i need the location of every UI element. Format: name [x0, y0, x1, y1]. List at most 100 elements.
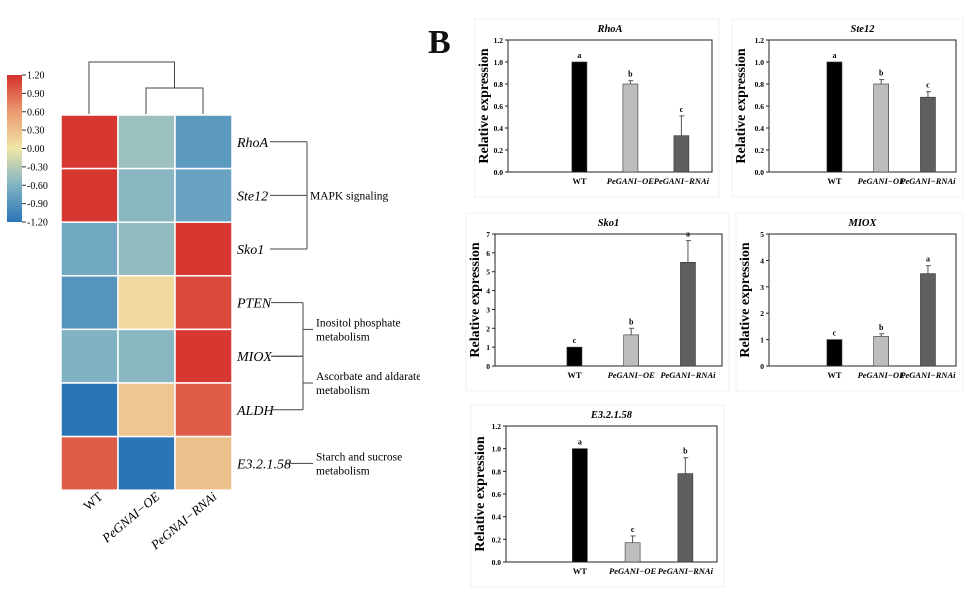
- significance-letter: c: [573, 336, 577, 345]
- heatmap-cell: [60, 114, 119, 170]
- y-tick-label: 0.4: [492, 513, 502, 522]
- heatmap-cell: [117, 435, 176, 491]
- bar: [566, 346, 583, 367]
- heatmap-cell: [60, 167, 119, 223]
- chart-title: RhoA: [596, 24, 622, 35]
- bar: [826, 339, 843, 367]
- y-tick-label: 1: [760, 336, 764, 345]
- legend-tick-label: 0.90: [27, 89, 45, 100]
- y-tick-label: 0.0: [492, 558, 502, 567]
- significance-letter: b: [879, 69, 884, 78]
- legend-tick-label: 0.30: [27, 126, 45, 137]
- group-label: Starch and sucrose: [316, 451, 402, 463]
- row-label: PTEN: [236, 297, 272, 312]
- bar: [572, 448, 588, 563]
- heatmap-cell: [174, 221, 233, 277]
- y-tick-label: 1.0: [494, 58, 504, 67]
- group-label: Ascorbate and aldarate: [316, 371, 420, 383]
- chart-frame: [470, 404, 725, 588]
- heatmap-cell: [60, 382, 119, 438]
- y-tick-label: 1.0: [755, 58, 765, 67]
- y-tick-label: 1.2: [494, 36, 504, 45]
- heatmap-cell: [117, 114, 176, 170]
- heatmap-cell: [174, 328, 233, 384]
- x-tick-label: PeGANI−OE: [607, 176, 655, 186]
- legend-tick-label: 0.60: [27, 107, 45, 118]
- significance-letter: b: [683, 447, 688, 456]
- heatmap-cell: [60, 275, 119, 331]
- y-tick-label: 2: [486, 324, 490, 333]
- group-label: metabolism: [316, 385, 370, 397]
- chart-title: Ste12: [851, 24, 876, 35]
- bar: [622, 83, 639, 173]
- legend-tick-label: -1.20: [27, 218, 48, 229]
- y-tick-label: 1.2: [492, 422, 502, 431]
- y-tick-label: 1: [486, 343, 490, 352]
- x-tick-label: PeGANI−RNAi: [654, 176, 710, 186]
- bar: [680, 261, 696, 367]
- heatmap-cell: [174, 382, 233, 438]
- row-label: RhoA: [236, 136, 269, 151]
- panel-b-label: B: [428, 24, 451, 61]
- heatmap-figure: 1.20 0.90 0.60 0.30 0.00 -0.30 -0.60 -0.90 -1.20…: [7, 61, 420, 553]
- y-tick-label: 4: [486, 287, 490, 296]
- heatmap-cell: [117, 275, 176, 331]
- chart-title: Sko1: [598, 218, 620, 229]
- y-tick-label: 7: [486, 230, 490, 239]
- significance-letter: a: [686, 230, 690, 239]
- group-label: metabolism: [316, 465, 370, 477]
- bar: [920, 273, 936, 367]
- y-axis-label: Relative expression: [734, 48, 749, 163]
- significance-letter: a: [832, 51, 836, 60]
- significance-letter: a: [926, 255, 930, 264]
- y-axis-label: Relative expression: [738, 242, 753, 357]
- heatmap-cell: [174, 275, 233, 331]
- row-labels: RhoA Ste12 Sko1 PTEN MIOX ALDH E3.2.1.58: [236, 136, 291, 473]
- bar: [826, 61, 843, 173]
- chart-title: E3.2.1.58: [590, 410, 633, 421]
- x-tick-label: PeGANI−OE: [858, 176, 906, 186]
- x-tick-label: PeGANI−OE: [609, 566, 657, 576]
- x-tick-label: WT: [827, 176, 842, 186]
- y-tick-label: 0.0: [494, 168, 504, 177]
- significance-letter: c: [680, 105, 684, 114]
- group-label: MAPK signaling: [310, 190, 389, 202]
- row-label: ALDH: [236, 404, 274, 419]
- group-label: Inositol phosphate: [316, 317, 401, 329]
- color-legend: 1.20 0.90 0.60 0.30 0.00 -0.30 -0.60 -0.90 -1.20: [7, 71, 48, 229]
- x-tick-label: PeGANI−RNAi: [658, 566, 714, 576]
- x-tick-label: PeGANI−RNAi: [900, 370, 956, 380]
- dendrogram-branch: [145, 87, 204, 114]
- significance-letter: a: [578, 438, 582, 447]
- significance-letter: b: [628, 70, 633, 79]
- y-tick-label: 6: [486, 249, 490, 258]
- row-label: MIOX: [236, 350, 272, 365]
- plot-area: [768, 233, 957, 367]
- y-tick-label: 5: [760, 230, 764, 239]
- x-tick-label: WT: [573, 566, 588, 576]
- chart-frame: [474, 18, 720, 198]
- y-tick-label: 2: [760, 309, 764, 318]
- bar: [624, 542, 641, 563]
- legend-tick-label: -0.60: [27, 181, 48, 192]
- row-label: Ste12: [237, 189, 268, 204]
- column-dendrogram: [88, 61, 204, 114]
- x-tick-label: PeGANI−RNAi: [660, 370, 716, 380]
- bar: [873, 336, 889, 367]
- heatmap-cell: [174, 167, 233, 223]
- chart-frame: [465, 212, 730, 392]
- y-tick-label: 0.8: [492, 467, 502, 476]
- y-tick-label: 0.6: [492, 490, 502, 499]
- bar: [571, 61, 588, 173]
- x-tick-label: PeGANI−RNAi: [900, 176, 956, 186]
- y-tick-label: 1.0: [492, 445, 502, 454]
- chart-title: MIOX: [847, 218, 877, 229]
- y-tick-label: 0: [486, 362, 490, 371]
- row-label: Sko1: [237, 243, 264, 258]
- y-tick-label: 0.4: [755, 124, 765, 133]
- y-tick-label: 0.6: [494, 102, 504, 111]
- significance-letter: c: [926, 81, 930, 90]
- y-tick-label: 0.0: [755, 168, 765, 177]
